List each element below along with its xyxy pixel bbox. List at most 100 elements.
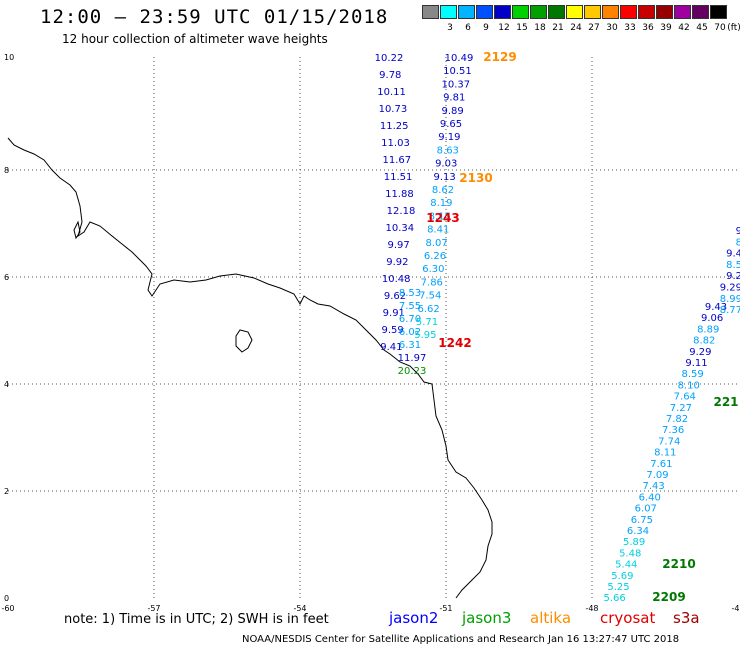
wave-height-label: 11.88 [385, 189, 414, 200]
wave-height-label: 8.63 [437, 145, 459, 156]
y-tick-label: 6 [4, 273, 9, 282]
legend-swatch [710, 5, 727, 19]
wave-height-label: 5.44 [615, 560, 637, 571]
wave-height-label: 5.95 [414, 330, 436, 341]
legend-swatch-label: 27 [588, 23, 600, 33]
legend-swatch-label: 21 [552, 23, 564, 33]
wave-height-label: 6.75 [631, 515, 653, 526]
legend-swatch [656, 5, 673, 19]
wave-height-label: 6.34 [627, 526, 649, 537]
map-subtitle: 12 hour collection of altimeter wave hei… [62, 32, 328, 46]
pass-time-label: 1242 [438, 336, 471, 350]
wave-height-label: 6.26 [424, 251, 446, 262]
wave-height-label: 12.18 [387, 206, 416, 217]
wave-height-label: 9.06 [701, 313, 723, 324]
y-tick-label: 10 [4, 53, 14, 62]
satellite-name-cryosat: cryosat [600, 609, 656, 627]
legend-swatch-label: 30 [606, 23, 618, 33]
wave-height-label: 9 [736, 226, 740, 237]
wave-height-label: 8.59 [681, 369, 703, 380]
legend-swatch [602, 5, 619, 19]
x-tick-label: -57 [147, 604, 160, 613]
legend-swatch-label: 39 [660, 23, 672, 33]
wave-height-label: 9.29 [720, 283, 740, 294]
satellite-name-jason2: jason2 [389, 609, 439, 627]
wave-height-label: 20.23 [398, 366, 427, 377]
wave-height-label: 7.36 [662, 425, 684, 436]
wave-height-label: 9.62 [384, 291, 406, 302]
wave-height-label: 10.11 [377, 87, 406, 98]
wave-height-label: 11.67 [382, 155, 411, 166]
satellite-name-s3a: s3a [673, 609, 700, 627]
wave-height-label: 9.59 [381, 325, 403, 336]
pass-time-label: 2210 [662, 557, 695, 571]
wave-height-label: 8.5 [726, 260, 740, 271]
wave-height-label: 9.65 [440, 119, 462, 130]
wave-height-label: 8.99 [720, 294, 740, 305]
wave-height-label: 5.48 [619, 548, 641, 559]
wave-height-label: 5.25 [607, 582, 629, 593]
x-tick-label: -60 [1, 604, 14, 613]
wave-height-label: 6.07 [635, 504, 657, 515]
island [235, 329, 253, 353]
wave-height-label: 9.43 [705, 302, 727, 313]
x-tick-label: -51 [439, 604, 452, 613]
pass-time-label: 1243 [426, 211, 459, 225]
wave-height-label: 8.53 [399, 288, 421, 299]
satellite-name-altika: altika [530, 609, 572, 627]
wave-height-label: 10.22 [375, 53, 404, 64]
wave-height-label: 5.71 [416, 317, 438, 328]
wave-height-label: 10.37 [441, 79, 470, 90]
wave-height-label: 11.25 [380, 121, 409, 132]
wave-height-label: 7.43 [642, 481, 664, 492]
wave-height-label: 9.41 [380, 342, 402, 353]
axis-tick-labels: -60 -57 -54 -51 -48 -45 0 2 4 6 8 10 [1, 53, 740, 613]
grid-lines [8, 57, 738, 598]
satellite-name-jason3: jason3 [462, 609, 512, 627]
x-tick-label: -54 [293, 604, 306, 613]
legend-swatch-label: 12 [498, 23, 510, 33]
wave-height-label: 8.10 [678, 380, 700, 391]
wave-height-label: 8.41 [427, 225, 449, 236]
wave-height-label: 10.49 [445, 53, 474, 64]
legend-swatch [620, 5, 637, 19]
wave-height-label: 6.02 [399, 327, 421, 338]
wave-height-label: 10.51 [443, 66, 472, 77]
wave-height-label: 9.97 [387, 240, 409, 251]
wave-height-label: 8.11 [654, 448, 676, 459]
wave-height-label: 8.77 [720, 305, 740, 316]
pass-time-label: 221 [713, 395, 738, 409]
x-tick-label: -45 [731, 604, 740, 613]
pass-time-label: 2129 [483, 50, 516, 64]
legend-swatch-label: 70 [714, 23, 726, 33]
footer-credit: NOAA/NESDIS Center for Satellite Applica… [242, 634, 680, 645]
legend-swatch [422, 5, 439, 19]
wave-height-label: 6.30 [422, 264, 444, 275]
coastline [7, 137, 493, 599]
legend-swatch-label: 42 [678, 23, 690, 33]
wave-height-label: 10.73 [379, 104, 408, 115]
legend-swatch-label: 33 [624, 23, 636, 33]
wave-height-label: 9.19 [438, 132, 460, 143]
wave-height-label: 7.86 [421, 277, 443, 288]
legend-swatch-label: 18 [534, 23, 546, 33]
legend-swatch-label: 6 [465, 23, 471, 33]
legend-swatch [512, 5, 529, 19]
wave-height-label: 9.92 [386, 257, 408, 268]
wave-height-label: 9.2 [726, 271, 740, 282]
legend-swatch-label: 36 [642, 23, 654, 33]
wave-height-label: 8.62 [432, 185, 454, 196]
wave-height-label: 8.19 [430, 198, 452, 209]
legend-swatch [476, 5, 493, 19]
wave-height-label: 7.27 [670, 403, 692, 414]
wave-height-label: 8.82 [693, 336, 715, 347]
wave-height-label: 9.81 [443, 93, 465, 104]
wave-height-label: 11.97 [398, 353, 427, 364]
wave-height-label: 11.51 [384, 172, 413, 183]
legend-swatch [638, 5, 655, 19]
wave-height-label: 6.40 [639, 492, 661, 503]
wave-height-label: 7.09 [646, 470, 668, 481]
legend-swatch [530, 5, 547, 19]
wave-height-label: 5.66 [603, 593, 625, 604]
